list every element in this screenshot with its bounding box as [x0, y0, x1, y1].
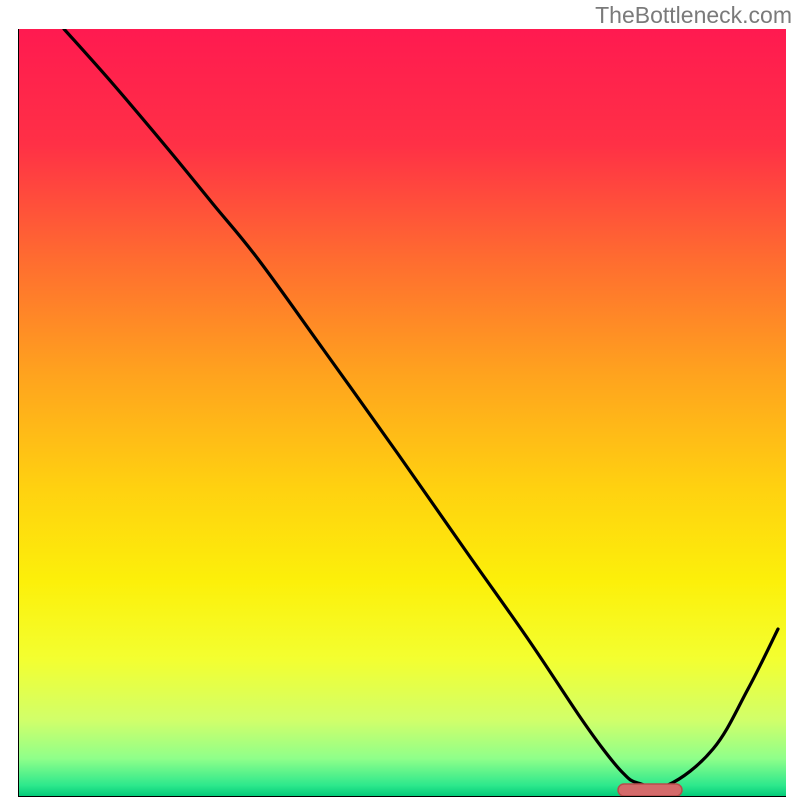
chart-background [18, 29, 786, 797]
optimal-range-marker [618, 784, 682, 796]
chart-svg [18, 29, 786, 797]
bottleneck-chart [18, 29, 786, 797]
watermark-text: TheBottleneck.com [595, 2, 792, 29]
